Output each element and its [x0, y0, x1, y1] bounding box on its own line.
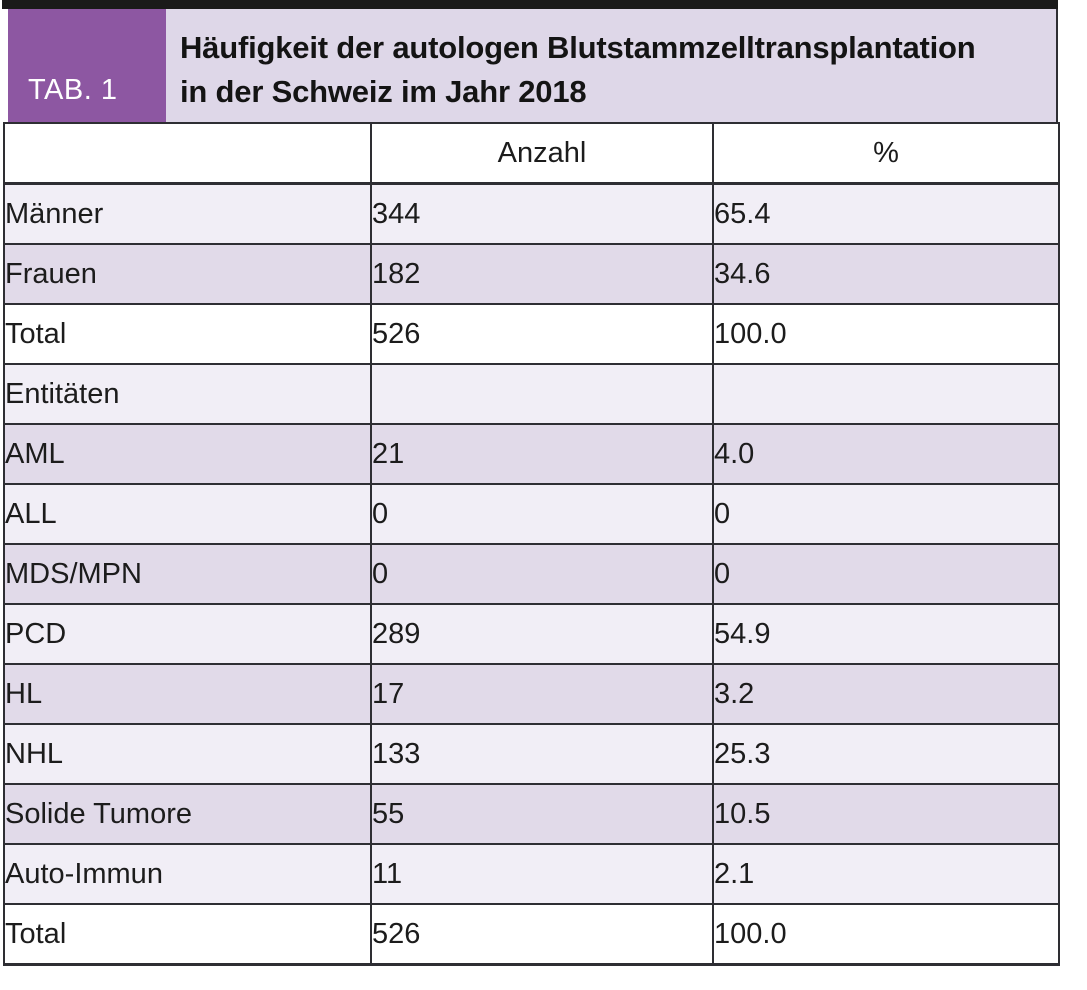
table-top-border [2, 0, 1058, 9]
row-anzahl: 0 [370, 483, 714, 545]
table-row: NHL 133 25.3 [3, 723, 1060, 785]
row-anzahl: 17 [370, 663, 714, 725]
row-anzahl: 55 [370, 783, 714, 845]
row-label: Auto-Immun [3, 843, 372, 905]
row-label: Total [3, 903, 372, 966]
header-cell-anzahl: Anzahl [370, 122, 714, 185]
row-anzahl [370, 363, 714, 425]
table-row: Solide Tumore 55 10.5 [3, 783, 1060, 845]
table-row: Männer 344 65.4 [3, 182, 1060, 245]
row-percent: 65.4 [712, 182, 1060, 245]
row-anzahl: 0 [370, 543, 714, 605]
row-label: HL [3, 663, 372, 725]
row-anzahl: 526 [370, 303, 714, 365]
table-row: MDS/MPN 0 0 [3, 543, 1060, 605]
table-number-label: TAB. 1 [28, 74, 118, 106]
row-label: Solide Tumore [3, 783, 372, 845]
table-row: Entitäten [3, 363, 1060, 425]
table-title-line2: in der Schweiz im Jahr 2018 [180, 74, 587, 109]
table-number-badge: TAB. 1 [8, 9, 166, 122]
row-anzahl: 526 [370, 903, 714, 966]
row-percent: 0 [712, 483, 1060, 545]
row-label: Entitäten [3, 363, 372, 425]
table-row: Total 526 100.0 [3, 303, 1060, 365]
table-row: PCD 289 54.9 [3, 603, 1060, 665]
header-cell-percent: % [712, 122, 1060, 185]
row-label: PCD [3, 603, 372, 665]
table-row: HL 17 3.2 [3, 663, 1060, 725]
row-label: ALL [3, 483, 372, 545]
row-percent: 3.2 [712, 663, 1060, 725]
row-percent: 10.5 [712, 783, 1060, 845]
row-anzahl: 182 [370, 243, 714, 305]
table-banner: TAB. 1 Häufigkeit der autologen Blutstam… [0, 9, 1058, 122]
row-label: NHL [3, 723, 372, 785]
row-anzahl: 289 [370, 603, 714, 665]
table-header-row: Anzahl % [3, 122, 1060, 185]
table-row: AML 21 4.0 [3, 423, 1060, 485]
data-table: Anzahl % Männer 344 65.4 Frauen 182 34.6… [3, 122, 1060, 966]
row-anzahl: 133 [370, 723, 714, 785]
row-percent: 2.1 [712, 843, 1060, 905]
row-label: Total [3, 303, 372, 365]
table-title-line1: Häufigkeit der autologen Blutstammzelltr… [180, 30, 976, 65]
table-row: Auto-Immun 11 2.1 [3, 843, 1060, 905]
row-anzahl: 344 [370, 182, 714, 245]
row-percent: 100.0 [712, 303, 1060, 365]
row-percent: 25.3 [712, 723, 1060, 785]
row-label: Männer [3, 182, 372, 245]
table-row: ALL 0 0 [3, 483, 1060, 545]
row-percent: 54.9 [712, 603, 1060, 665]
row-anzahl: 11 [370, 843, 714, 905]
row-percent: 100.0 [712, 903, 1060, 966]
row-label: AML [3, 423, 372, 485]
row-label: MDS/MPN [3, 543, 372, 605]
table-row: Frauen 182 34.6 [3, 243, 1060, 305]
table-row: Total 526 100.0 [3, 903, 1060, 966]
row-anzahl: 21 [370, 423, 714, 485]
row-percent [712, 363, 1060, 425]
header-cell-empty [3, 122, 372, 185]
row-percent: 0 [712, 543, 1060, 605]
row-percent: 34.6 [712, 243, 1060, 305]
row-label: Frauen [3, 243, 372, 305]
table-title: Häufigkeit der autologen Blutstammzelltr… [166, 9, 1058, 122]
banner-left-gap [0, 9, 8, 122]
row-percent: 4.0 [712, 423, 1060, 485]
